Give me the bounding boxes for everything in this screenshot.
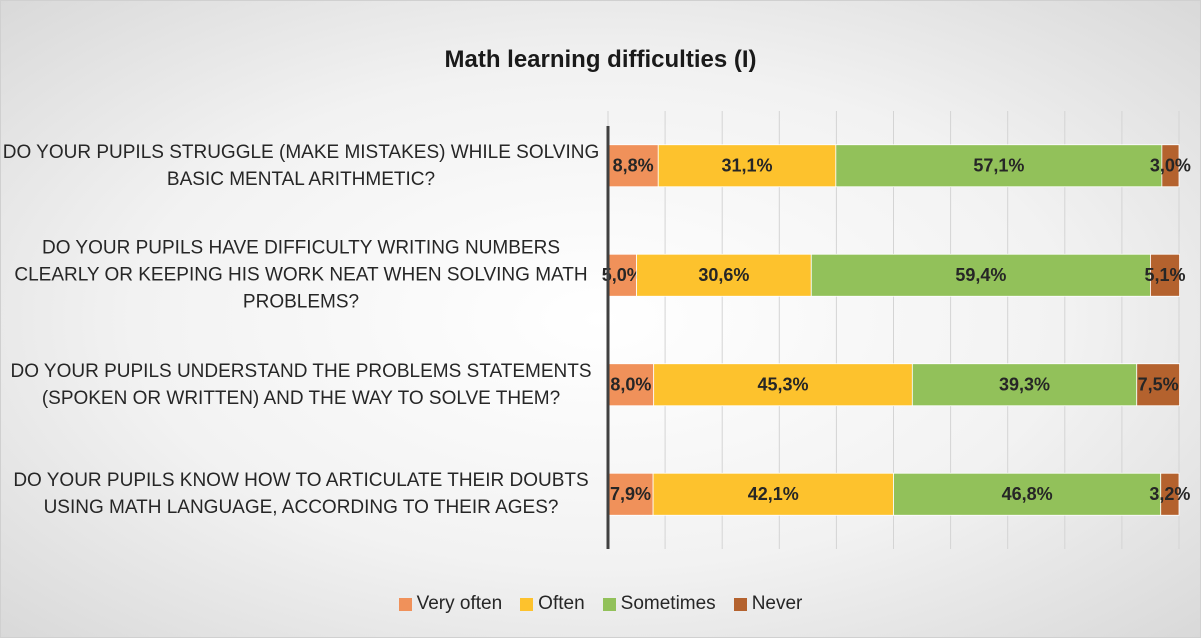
- legend-label: Very often: [416, 593, 503, 614]
- category-label: DO YOUR PUPILS KNOW HOW TO ARTICULATE TH…: [13, 470, 589, 519]
- chart-title: Math learning difficulties (I): [444, 46, 757, 73]
- value-label: 8,0%: [610, 375, 651, 395]
- legend-item: Very often: [398, 593, 503, 615]
- bar-segment: [653, 363, 913, 407]
- value-label: 46,8%: [1002, 484, 1053, 504]
- value-label: 7,5%: [1138, 375, 1179, 395]
- legend-label: Often: [538, 593, 585, 614]
- value-label: 45,3%: [757, 375, 808, 395]
- legend-item: Sometimes: [602, 593, 716, 615]
- category-label: DO YOUR PUPILS HAVE DIFFICULTY WRITING N…: [14, 237, 588, 313]
- category-label: DO YOUR PUPILS UNDERSTAND THE PROBLEMS S…: [10, 360, 592, 409]
- value-label: 39,3%: [999, 375, 1050, 395]
- bar-segment: [1161, 144, 1180, 188]
- bar-segment: [657, 144, 837, 188]
- value-label: 7,9%: [610, 484, 651, 504]
- legend-label: Sometimes: [620, 593, 716, 614]
- value-label: 42,1%: [748, 484, 799, 504]
- value-label: 5,0%: [602, 265, 643, 285]
- value-label: 57,1%: [973, 156, 1024, 176]
- legend-swatch: [520, 597, 534, 611]
- legend: Very often Often Sometimes Never: [1, 593, 1200, 615]
- value-label: 3,0%: [1150, 156, 1191, 176]
- bar-segment: [607, 472, 654, 516]
- value-label: 3,2%: [1149, 484, 1190, 504]
- value-label: 59,4%: [955, 265, 1006, 285]
- legend-swatch: [733, 597, 747, 611]
- value-label: 31,1%: [722, 156, 773, 176]
- bar-segment: [607, 144, 659, 188]
- bar-segment: [835, 144, 1163, 188]
- category-label: DO YOUR PUPILS STRUGGLE (MAKE MISTAKES) …: [2, 141, 600, 190]
- bar-segment: [1136, 363, 1180, 407]
- legend-swatch: [398, 597, 412, 611]
- value-label: 5,1%: [1144, 265, 1185, 285]
- value-label: 8,8%: [613, 156, 654, 176]
- legend-item: Often: [520, 593, 585, 615]
- value-label: 30,6%: [698, 265, 749, 285]
- legend-label: Never: [751, 593, 803, 614]
- legend-swatch: [602, 597, 616, 611]
- bar-segment: [810, 253, 1151, 297]
- bar-segment: [652, 472, 894, 516]
- bar-segment: [1160, 472, 1180, 516]
- bar-segment: [893, 472, 1162, 516]
- legend-item: Never: [733, 593, 803, 615]
- bar-segment: [911, 363, 1138, 407]
- bar-segment: [1150, 253, 1180, 297]
